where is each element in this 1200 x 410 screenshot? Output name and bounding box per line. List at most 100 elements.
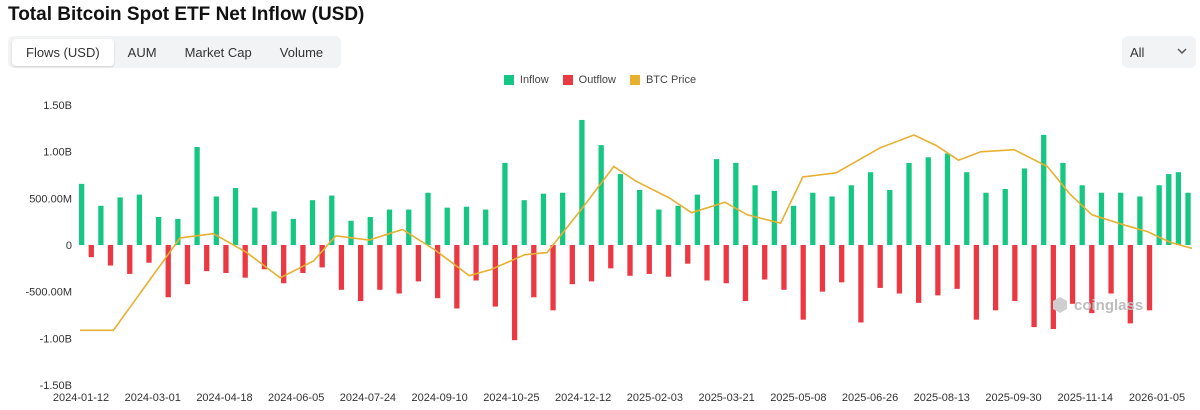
inflow-bar — [867, 172, 874, 245]
inflow-bar — [925, 157, 931, 245]
outflow-bar — [281, 245, 287, 284]
inflow-bar — [887, 189, 893, 245]
outflow-bar — [434, 245, 441, 299]
outflow-bar — [415, 245, 422, 282]
inflow-bar — [1060, 162, 1066, 245]
inflow-bar — [444, 207, 450, 245]
inflow-bar — [136, 194, 143, 245]
outflow-bar — [300, 245, 306, 273]
inflow-bar — [656, 209, 662, 245]
outflow-bar — [88, 245, 94, 258]
outflow-bar — [973, 245, 980, 320]
outflow-bar — [1089, 245, 1095, 314]
outflow-bar — [1031, 245, 1037, 328]
inflow-bar — [483, 209, 489, 245]
chart-title: Total Bitcoin Spot ETF Net Inflow (USD) — [8, 4, 365, 25]
legend-label-inflow: Inflow — [519, 74, 549, 86]
x-tick-label: 2025-09-30 — [985, 392, 1041, 404]
outflow-bar — [896, 245, 903, 294]
outflow-bar — [723, 245, 729, 284]
inflow-bar — [829, 196, 835, 245]
outflow-bar — [935, 245, 941, 296]
outflow-bar — [1146, 245, 1153, 311]
inflow-bar — [252, 207, 258, 245]
x-tick-label: 2025-11-14 — [1058, 392, 1113, 404]
inflow-bar — [1166, 174, 1172, 245]
outflow-bar — [1127, 245, 1133, 324]
inflow-bar — [309, 200, 316, 245]
inflow-bar — [290, 218, 296, 245]
inflow-bar — [194, 147, 200, 245]
y-tick-label: 1.50B — [43, 100, 72, 112]
inflow-bar — [1021, 168, 1028, 245]
outflow-bar — [858, 245, 864, 323]
legend-label-outflow: Outflow — [578, 74, 616, 86]
inflow-bar — [521, 200, 527, 245]
inflow-bar — [98, 205, 104, 245]
inflow-bar — [944, 153, 951, 245]
x-tick-label: 2024-07-24 — [340, 392, 396, 404]
metric-tabs: Flows (USD) AUM Market Cap Volume — [8, 36, 342, 68]
tab-flows[interactable]: Flows (USD) — [12, 38, 114, 66]
outflow-bar — [916, 245, 922, 303]
y-tick-label: 500.00M — [29, 193, 72, 205]
outflow-bar — [954, 245, 960, 289]
outflow-bar — [742, 245, 749, 301]
inflow-bar — [1098, 192, 1105, 245]
inflow-bar — [463, 206, 470, 245]
outflow-bar — [492, 245, 498, 307]
x-tick-label: 2024-10-25 — [483, 392, 539, 404]
outflow-bar — [800, 245, 806, 320]
inflow-bar — [1002, 189, 1008, 245]
x-tick-label: 2024-01-12 — [53, 392, 109, 404]
x-tick-label: 2025-06-26 — [842, 392, 898, 404]
x-tick-label: 2025-08-13 — [914, 392, 970, 404]
legend-item-outflow[interactable]: Outflow — [562, 74, 616, 86]
outflow-bar — [204, 245, 210, 272]
inflow-bar — [752, 185, 758, 245]
inflow-bar — [155, 217, 162, 245]
x-tick-label: 2024-04-18 — [196, 392, 252, 404]
y-tick-label: 1.00B — [43, 147, 72, 159]
inflow-bar — [425, 192, 431, 245]
chart-legend: Inflow Outflow BTC Price — [0, 74, 1200, 86]
tab-aum[interactable]: AUM — [127, 44, 157, 60]
chevron-down-icon — [1177, 48, 1187, 55]
inflow-bar — [637, 189, 643, 245]
range-select[interactable]: All — [1122, 36, 1196, 68]
outflow-bar — [454, 245, 460, 309]
inflow-bar — [79, 183, 85, 245]
y-tick-label: -1.50B — [40, 380, 72, 392]
outflow-bar — [511, 245, 518, 341]
outflow-bar — [839, 245, 845, 283]
outflow-bar — [107, 245, 114, 266]
legend-swatch-inflow — [503, 75, 514, 85]
outflow-bar — [569, 245, 575, 285]
outflow-bar — [877, 245, 883, 288]
inflow-bar — [1118, 192, 1124, 245]
y-tick-label: -500.00M — [26, 287, 72, 299]
outflow-bar — [1050, 245, 1056, 329]
x-tick-label: 2024-09-10 — [412, 392, 468, 404]
outflow-bar — [184, 245, 191, 285]
tab-volume[interactable]: Volume — [279, 44, 324, 60]
inflow-bar — [598, 145, 604, 245]
inflow-bar — [386, 209, 393, 245]
outflow-bar — [588, 245, 595, 282]
outflow-bar — [704, 245, 710, 281]
tab-market-cap[interactable]: Market Cap — [184, 44, 252, 60]
outflow-bar — [358, 245, 364, 301]
legend-item-btc-price[interactable]: BTC Price — [629, 74, 696, 86]
outflow-bar — [550, 245, 556, 311]
inflow-bar — [271, 211, 277, 245]
inflow-bar — [848, 185, 854, 245]
inflow-bar — [232, 188, 239, 245]
outflow-bar — [627, 245, 633, 276]
x-tick-label: 2025-05-08 — [770, 392, 826, 404]
outflow-bar — [242, 245, 248, 278]
inflow-bar — [1041, 134, 1047, 245]
range-select-value: All — [1130, 44, 1145, 60]
inflow-bar — [964, 172, 970, 245]
x-tick-label: 2025-02-03 — [627, 392, 683, 404]
legend-item-inflow[interactable]: Inflow — [503, 74, 549, 86]
